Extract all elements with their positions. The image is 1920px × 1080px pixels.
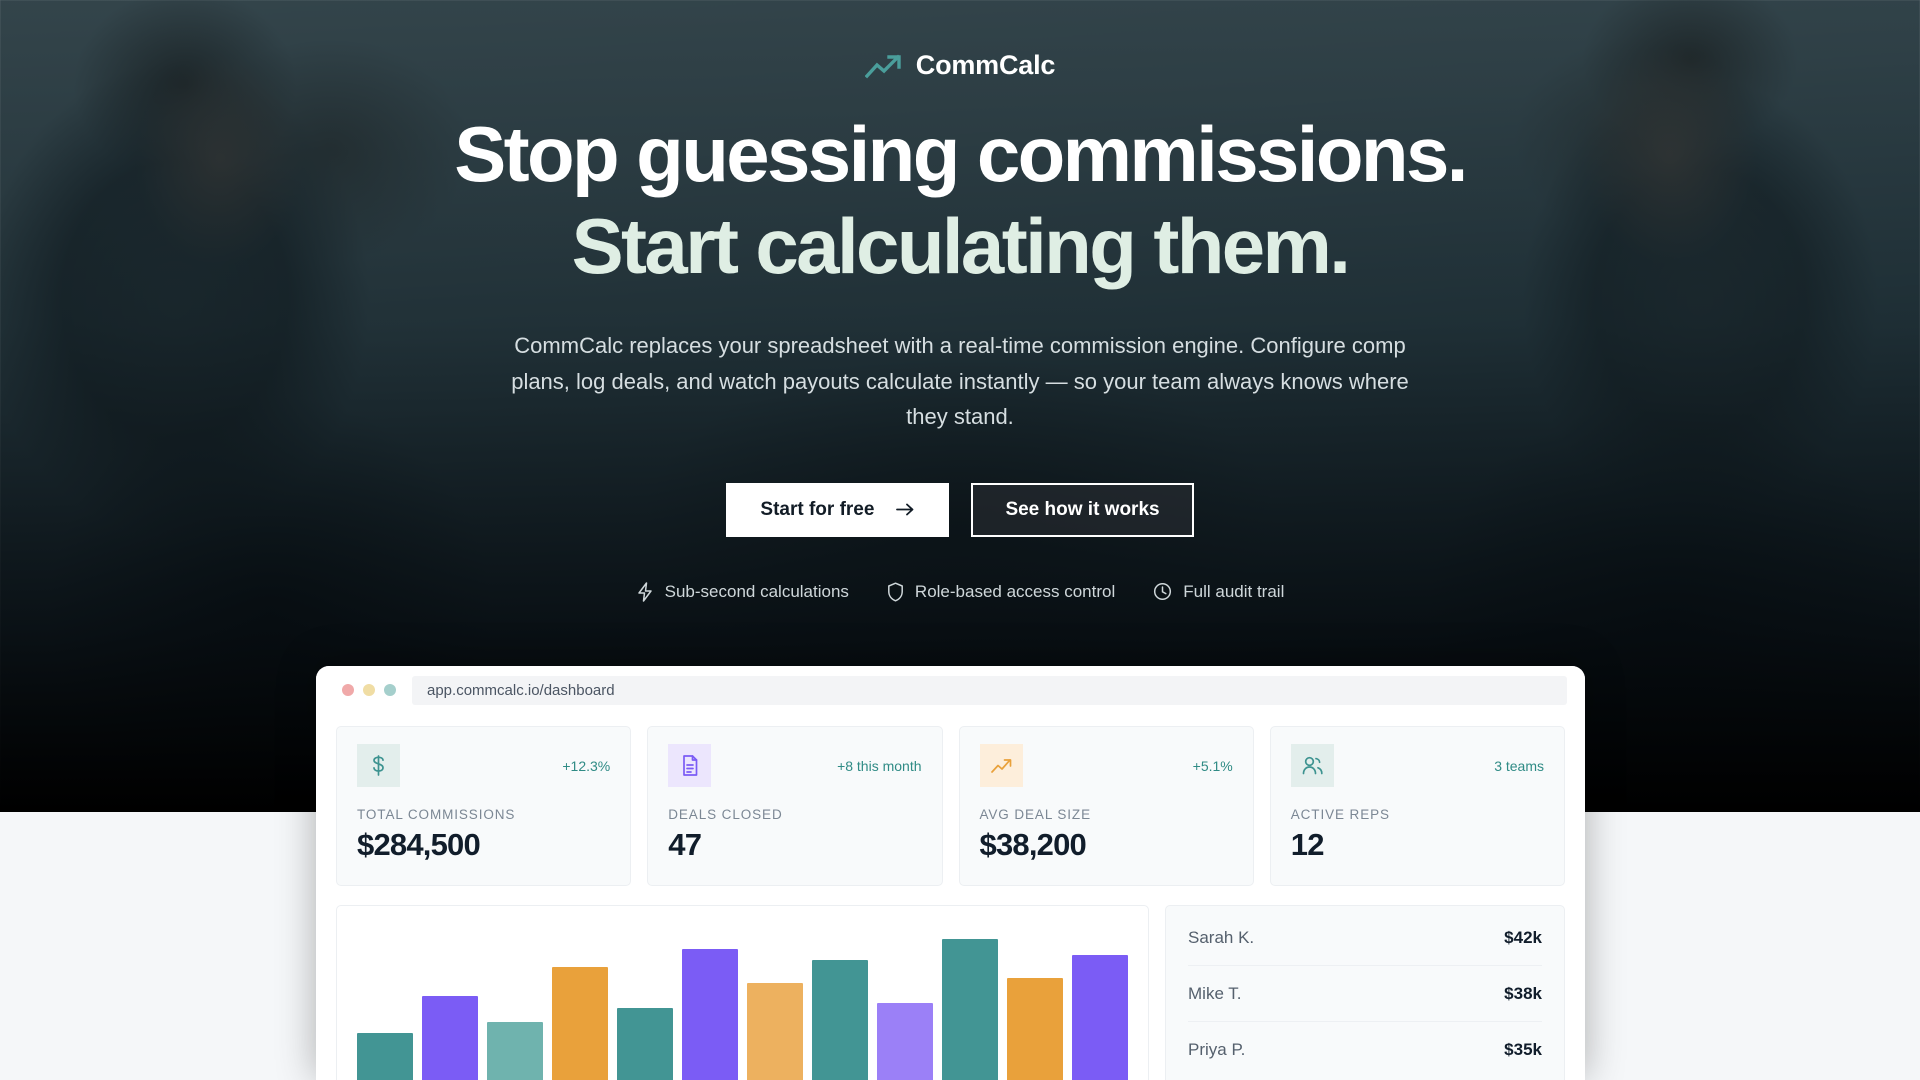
minimize-dot[interactable]	[363, 684, 375, 696]
bar	[357, 1033, 413, 1080]
feature-full-audit-trail: Full audit trail	[1153, 582, 1284, 602]
cta-group: Start for free See how it works	[726, 482, 1194, 537]
headline-line-2: Start calculating them.	[571, 201, 1351, 290]
document-icon	[668, 744, 712, 787]
stat-card-header: +12.3%	[357, 744, 610, 787]
hero-subheadline: CommCalc replaces your spreadsheet with …	[511, 333, 1409, 430]
clock-icon	[1154, 583, 1172, 601]
stat-card-header: +5.1%	[979, 744, 1233, 787]
feature-badges: Sub-second calculations Role-based acces…	[636, 582, 1284, 602]
maximize-dot[interactable]	[384, 684, 396, 696]
bar	[747, 983, 803, 1080]
brand-logo[interactable]: CommCalc	[864, 50, 1056, 81]
see-how-it-works-button[interactable]: See how it works	[971, 482, 1194, 537]
bar	[942, 938, 998, 1080]
users-icon	[1290, 744, 1334, 787]
bar	[487, 1022, 543, 1080]
bar	[1007, 977, 1063, 1080]
leaderboard-row[interactable]: Sarah K. $42k	[1188, 910, 1542, 966]
page-title: Stop guessing commissions. Start calcula…	[454, 110, 1468, 290]
brand-name: CommCalc	[915, 50, 1056, 80]
rep-name: Mike T.	[1188, 983, 1242, 1003]
feature-sub-second-calculations: Sub-second calculations	[636, 582, 849, 602]
stat-delta: +8 this month	[837, 757, 922, 774]
leaderboard-panel: Sarah K. $42k Mike T. $38k Priya P. $35k	[1165, 905, 1565, 1080]
stat-card: 3 teams ACTIVE REPS 12	[1269, 726, 1565, 886]
feature-role-based-access-control: Role-based access control	[887, 582, 1115, 602]
close-dot[interactable]	[342, 684, 354, 696]
stat-value: $284,500	[357, 827, 481, 862]
bar	[812, 960, 868, 1080]
rep-name: Priya P.	[1188, 1040, 1246, 1059]
stat-card: +8 this month DEALS CLOSED 47	[647, 726, 943, 886]
primary-cta-label: Start for free	[760, 498, 875, 520]
browser-mockup: app.commcalc.io/dashboard +12.3% TOTAL CO…	[316, 666, 1585, 1080]
leaderboard-row[interactable]: Priya P. $35k	[1188, 1022, 1542, 1078]
stat-label: AVG DEAL SIZE	[979, 807, 1091, 822]
browser-chrome: app.commcalc.io/dashboard	[316, 666, 1585, 714]
arrow-right-icon	[896, 504, 914, 516]
rep-commission: $35k	[1504, 1040, 1542, 1059]
rep-commission: $38k	[1504, 983, 1542, 1003]
headline-line-1: Stop guessing commissions.	[454, 110, 1468, 198]
dollar-icon	[357, 744, 400, 787]
bar	[682, 949, 738, 1080]
rep-commission: $42k	[1504, 927, 1542, 947]
bar	[617, 1008, 673, 1080]
dashboard: +12.3% TOTAL COMMISSIONS $284,500 +8 this m…	[316, 714, 1585, 1080]
window-controls	[334, 684, 396, 696]
stat-card: +12.3% TOTAL COMMISSIONS $284,500	[336, 726, 632, 886]
lightning-bolt-icon	[637, 582, 652, 602]
stat-card-row: +12.3% TOTAL COMMISSIONS $284,500 +8 this m…	[336, 726, 1565, 886]
url-bar[interactable]: app.commcalc.io/dashboard	[412, 675, 1567, 705]
stat-value: $38,200	[979, 827, 1087, 862]
bar	[422, 995, 478, 1080]
stat-label: TOTAL COMMISSIONS	[357, 807, 516, 822]
leaderboard-row[interactable]: Mike T. $38k	[1188, 966, 1542, 1022]
dashboard-lower-row: Sarah K. $42k Mike T. $38k Priya P. $35k	[336, 905, 1565, 1080]
stat-card: +5.1% AVG DEAL SIZE $38,200	[958, 726, 1254, 886]
trending-up-icon	[864, 54, 901, 78]
bar	[877, 1002, 933, 1080]
feature-label: Sub-second calculations	[664, 581, 849, 601]
feature-label: Full audit trail	[1183, 581, 1285, 601]
feature-label: Role-based access control	[914, 581, 1116, 601]
stat-delta: +5.1%	[1192, 757, 1233, 774]
stat-delta: 3 teams	[1494, 757, 1544, 774]
stat-label: DEALS CLOSED	[668, 807, 783, 822]
url-text: app.commcalc.io/dashboard	[427, 681, 615, 699]
stat-label: ACTIVE REPS	[1290, 807, 1390, 822]
bar	[552, 967, 608, 1080]
start-for-free-button[interactable]: Start for free	[726, 482, 950, 537]
stat-card-header: +8 this month	[668, 744, 922, 787]
secondary-cta-label: See how it works	[1005, 498, 1160, 520]
stat-card-header: 3 teams	[1290, 744, 1544, 787]
shield-icon	[887, 582, 903, 602]
rep-name: Sarah K.	[1188, 927, 1255, 947]
bar	[1072, 954, 1128, 1080]
stat-value: 47	[668, 827, 702, 862]
commissions-bar-chart	[336, 905, 1149, 1080]
stat-value: 12	[1290, 827, 1325, 862]
bar-chart-bars	[357, 928, 1128, 1080]
stat-delta: +12.3%	[562, 757, 611, 774]
trending-up-icon	[979, 744, 1023, 787]
